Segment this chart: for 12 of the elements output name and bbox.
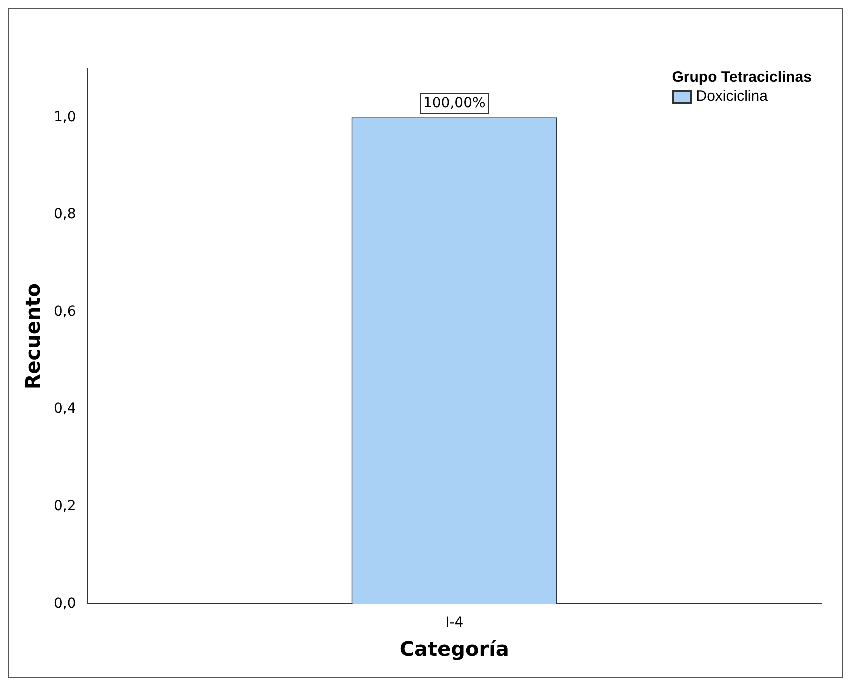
x-tick-label: I-4 <box>446 615 464 632</box>
y-tick-label: 0,6 <box>54 304 76 320</box>
y-tick-label: 0,4 <box>54 401 76 418</box>
legend-label: Doxiciclina <box>696 88 768 105</box>
y-tick-label: 1,0 <box>54 109 76 126</box>
y-tick-label: 0,8 <box>54 206 76 223</box>
data-label: 100,00% <box>423 95 486 112</box>
y-axis-title: Recuento <box>21 284 46 390</box>
legend-title: Grupo Tetraciclinas <box>672 69 812 86</box>
x-axis-title: Categoría <box>400 637 510 662</box>
y-tick-label: 0,2 <box>54 498 76 515</box>
y-tick-label: 0,0 <box>54 596 76 612</box>
